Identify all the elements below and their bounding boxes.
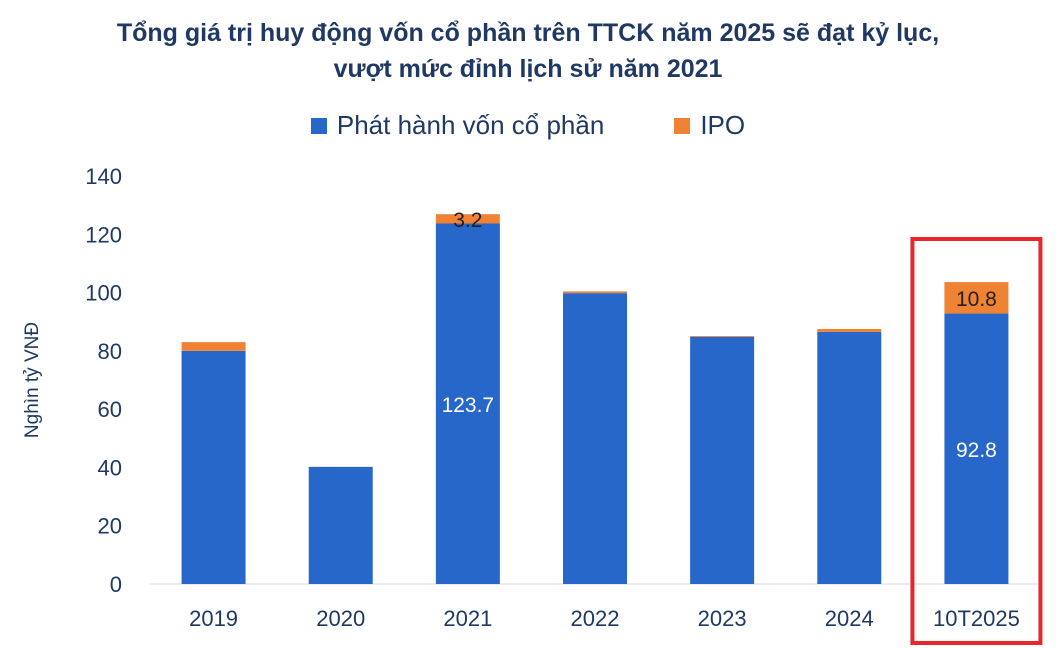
bar-ipo-2021: [435, 214, 500, 224]
y-tick-label: 40: [98, 455, 122, 480]
bar-ipo-2023: [690, 335, 755, 337]
x-tick-label: 10T2025: [933, 606, 1020, 631]
x-tick-label: 2019: [189, 606, 238, 631]
data-label: 10.8: [956, 288, 997, 311]
x-tick-label: 2024: [825, 606, 874, 631]
data-label: 3.2: [453, 209, 482, 232]
y-tick-label: 100: [85, 281, 122, 306]
legend-label: IPO: [700, 110, 746, 140]
y-tick-label: 80: [98, 339, 122, 364]
data-label: 123.7: [442, 394, 495, 417]
x-tick-label: 2020: [316, 606, 365, 631]
legend-swatch: [310, 117, 327, 134]
legend: Phát hành vốn cổ phần IPO: [0, 110, 1056, 141]
x-tick-label: 2021: [443, 606, 492, 631]
bar-ipo-2024: [817, 329, 882, 332]
x-tick-label: 2023: [698, 606, 747, 631]
data-label: 92.8: [956, 439, 997, 462]
y-axis-label: Nghìn tỷ VNĐ: [22, 322, 43, 438]
y-tick-label: 0: [110, 572, 122, 597]
bar-ipo-10T2025: [944, 282, 1009, 314]
bar-ipo-2022: [563, 291, 627, 294]
bar-issuance-2020: [308, 466, 373, 584]
chart-title-line2: vượt mức đỉnh lịch sử năm 2021: [333, 55, 723, 83]
bar-issuance-10T2025: [944, 313, 1009, 584]
y-tick-label: 20: [98, 514, 122, 539]
bar-ipo-2019: [181, 342, 246, 351]
chart-title: Tổng giá trị huy động vốn cổ phần trên T…: [116, 19, 940, 47]
y-tick-label: 120: [85, 222, 122, 247]
y-tick-label: 60: [98, 397, 122, 422]
bar-issuance-2022: [563, 293, 627, 584]
legend-label: Phát hành vốn cổ phần: [336, 110, 605, 140]
legend-item-issuance: Phát hành vốn cổ phần: [310, 110, 605, 141]
bar-issuance-2024: [817, 331, 882, 584]
y-tick-label: 140: [85, 164, 122, 189]
bar-issuance-2021: [435, 223, 500, 584]
legend-swatch: [674, 117, 691, 134]
legend-item-ipo: IPO: [674, 110, 745, 141]
x-tick-label: 2022: [571, 606, 620, 631]
bar-issuance-2019: [181, 350, 246, 584]
highlight-box: [910, 237, 1043, 645]
bar-issuance-2023: [690, 336, 755, 584]
